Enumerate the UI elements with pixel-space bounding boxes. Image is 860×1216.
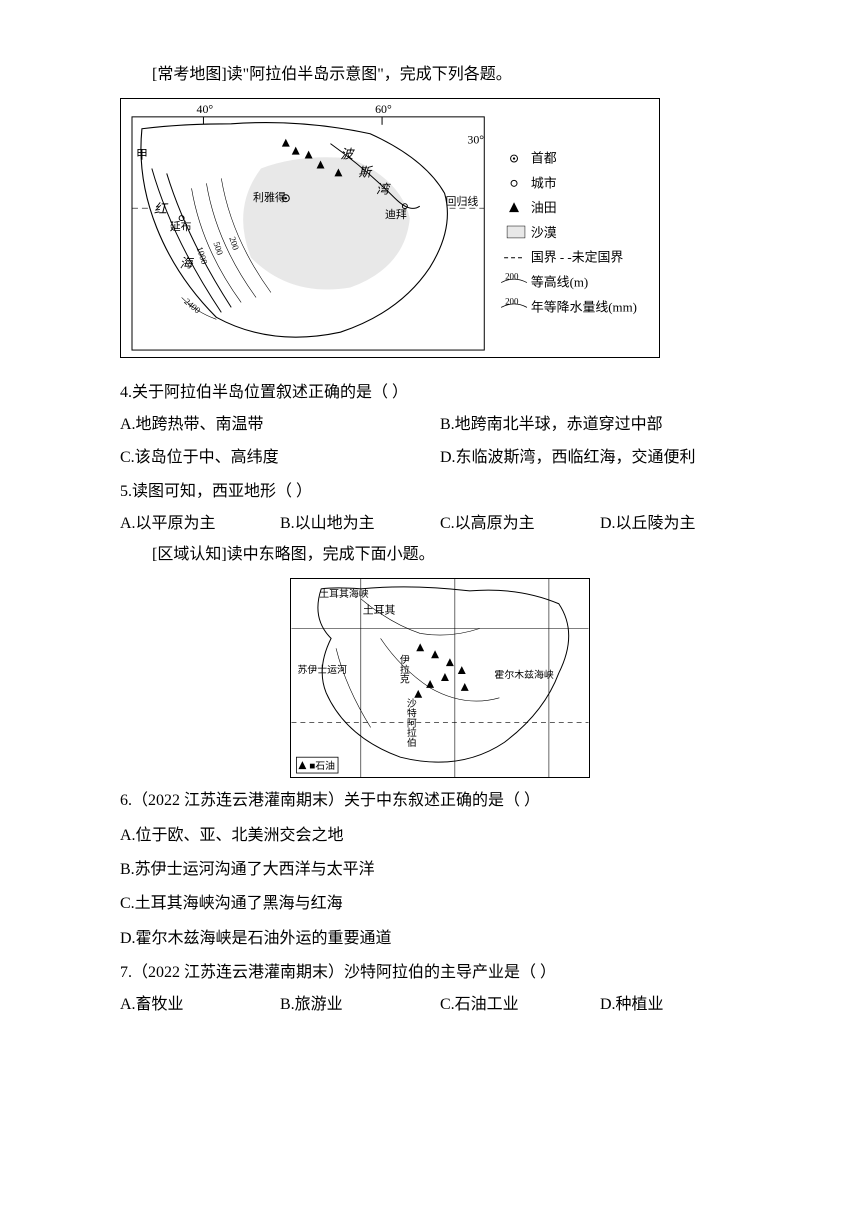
label-yanbu: 延布 xyxy=(170,220,192,233)
label-hong: 红 xyxy=(154,203,169,217)
section2-intro: [区域认知]读中东略图，完成下面小题。 xyxy=(120,540,760,570)
q6-stem: 6.（2022 江苏连云港灌南期末）关于中东叙述正确的是（ ） xyxy=(120,786,760,816)
label-turkish-strait: 土耳其海峡 xyxy=(319,587,369,600)
map1-legend: 首都 城市 油田 沙漠 国界 - -未定国界 200 等高线(m) 200 年等… xyxy=(501,152,637,315)
legend-contour: 等高线(m) xyxy=(531,275,588,290)
middle-east-map: 土耳其海峡 土耳其 伊拉克 苏伊士运河 沙特阿拉伯 霍尔木兹海峡 ■石油 xyxy=(290,578,590,778)
lon-label-40: 40° xyxy=(197,102,214,116)
label-saudi: 沙特阿拉伯 xyxy=(405,698,417,749)
legend-precip-val: 200 xyxy=(505,297,519,307)
label-hai: 海 xyxy=(180,257,195,271)
section1-intro: [常考地图]读"阿拉伯半岛示意图"，完成下列各题。 xyxy=(120,60,760,90)
q6-option-a[interactable]: A.位于欧、亚、北美洲交会之地 xyxy=(120,821,760,851)
q6-option-d[interactable]: D.霍尔木兹海峡是石油外运的重要通道 xyxy=(120,924,760,954)
q4-option-a[interactable]: A.地跨热带、南温带 xyxy=(120,410,440,440)
q4-option-c[interactable]: C.该岛位于中、高纬度 xyxy=(120,443,440,473)
legend-oilfield: 油田 xyxy=(531,202,557,216)
label-iraq: 伊拉克 xyxy=(398,654,410,685)
label-hormuz: 霍尔木兹海峡 xyxy=(494,668,553,681)
q6-option-c[interactable]: C.土耳其海峡沟通了黑海与红海 xyxy=(120,889,760,919)
q5-option-a[interactable]: A.以平原为主 xyxy=(120,509,280,539)
q7-option-d[interactable]: D.种植业 xyxy=(600,990,760,1020)
legend-desert: 沙漠 xyxy=(531,226,557,240)
label-riyadh: 利雅得 xyxy=(253,191,286,205)
q6-option-b[interactable]: B.苏伊士运河沟通了大西洋与太平洋 xyxy=(120,855,760,885)
arabian-peninsula-map: 40° 60° 30° 北回归线 1000 500 200 2400 xyxy=(120,98,660,358)
q4-stem: 4.关于阿拉伯半岛位置叙述正确的是（ ） xyxy=(120,378,760,408)
q5-option-d[interactable]: D.以丘陵为主 xyxy=(600,509,760,539)
lat-label-30: 30° xyxy=(467,133,484,147)
map2-container: 土耳其海峡 土耳其 伊拉克 苏伊士运河 沙特阿拉伯 霍尔木兹海峡 ■石油 xyxy=(120,578,760,778)
q5-option-b[interactable]: B.以山地为主 xyxy=(280,509,440,539)
label-wan: 湾 xyxy=(376,183,391,197)
label-turkey: 土耳其 xyxy=(363,604,396,617)
q4-option-d[interactable]: D.东临波斯湾，西临红海，交通便利 xyxy=(440,443,760,473)
map1-container: 40° 60° 30° 北回归线 1000 500 200 2400 xyxy=(120,98,760,369)
legend-capital: 首都 xyxy=(531,152,557,166)
q5-options: A.以平原为主 B.以山地为主 C.以高原为主 D.以丘陵为主 xyxy=(120,509,760,539)
q7-options: A.畜牧业 B.旅游业 C.石油工业 D.种植业 xyxy=(120,990,760,1020)
q5-option-c[interactable]: C.以高原为主 xyxy=(440,509,600,539)
label-jia: 甲 xyxy=(136,148,148,162)
label-bo: 波 xyxy=(340,148,355,162)
lon-label-60: 60° xyxy=(375,102,392,116)
label-suez: 苏伊士运河 xyxy=(297,663,347,676)
q4-options-row1: A.地跨热带、南温带 B.地跨南北半球，赤道穿过中部 xyxy=(120,410,760,440)
q7-stem: 7.（2022 江苏连云港灌南期末）沙特阿拉伯的主导产业是（ ） xyxy=(120,958,760,988)
q4-option-b[interactable]: B.地跨南北半球，赤道穿过中部 xyxy=(440,410,760,440)
legend-contour-val: 200 xyxy=(505,272,519,282)
label-dubai: 迪拜 xyxy=(385,208,407,221)
legend-border: 国界 - -未定国界 xyxy=(531,251,623,265)
legend-oil: ■石油 xyxy=(309,759,335,772)
q7-option-a[interactable]: A.畜牧业 xyxy=(120,990,280,1020)
label-si: 斯 xyxy=(358,166,373,180)
q5-stem: 5.读图可知，西亚地形（ ） xyxy=(120,477,760,507)
legend-city: 城市 xyxy=(531,176,557,191)
q4-options-row2: C.该岛位于中、高纬度 D.东临波斯湾，西临红海，交通便利 xyxy=(120,443,760,473)
q7-option-b[interactable]: B.旅游业 xyxy=(280,990,440,1020)
q7-option-c[interactable]: C.石油工业 xyxy=(440,990,600,1020)
legend-precip: 年等降水量线(mm) xyxy=(531,300,637,315)
